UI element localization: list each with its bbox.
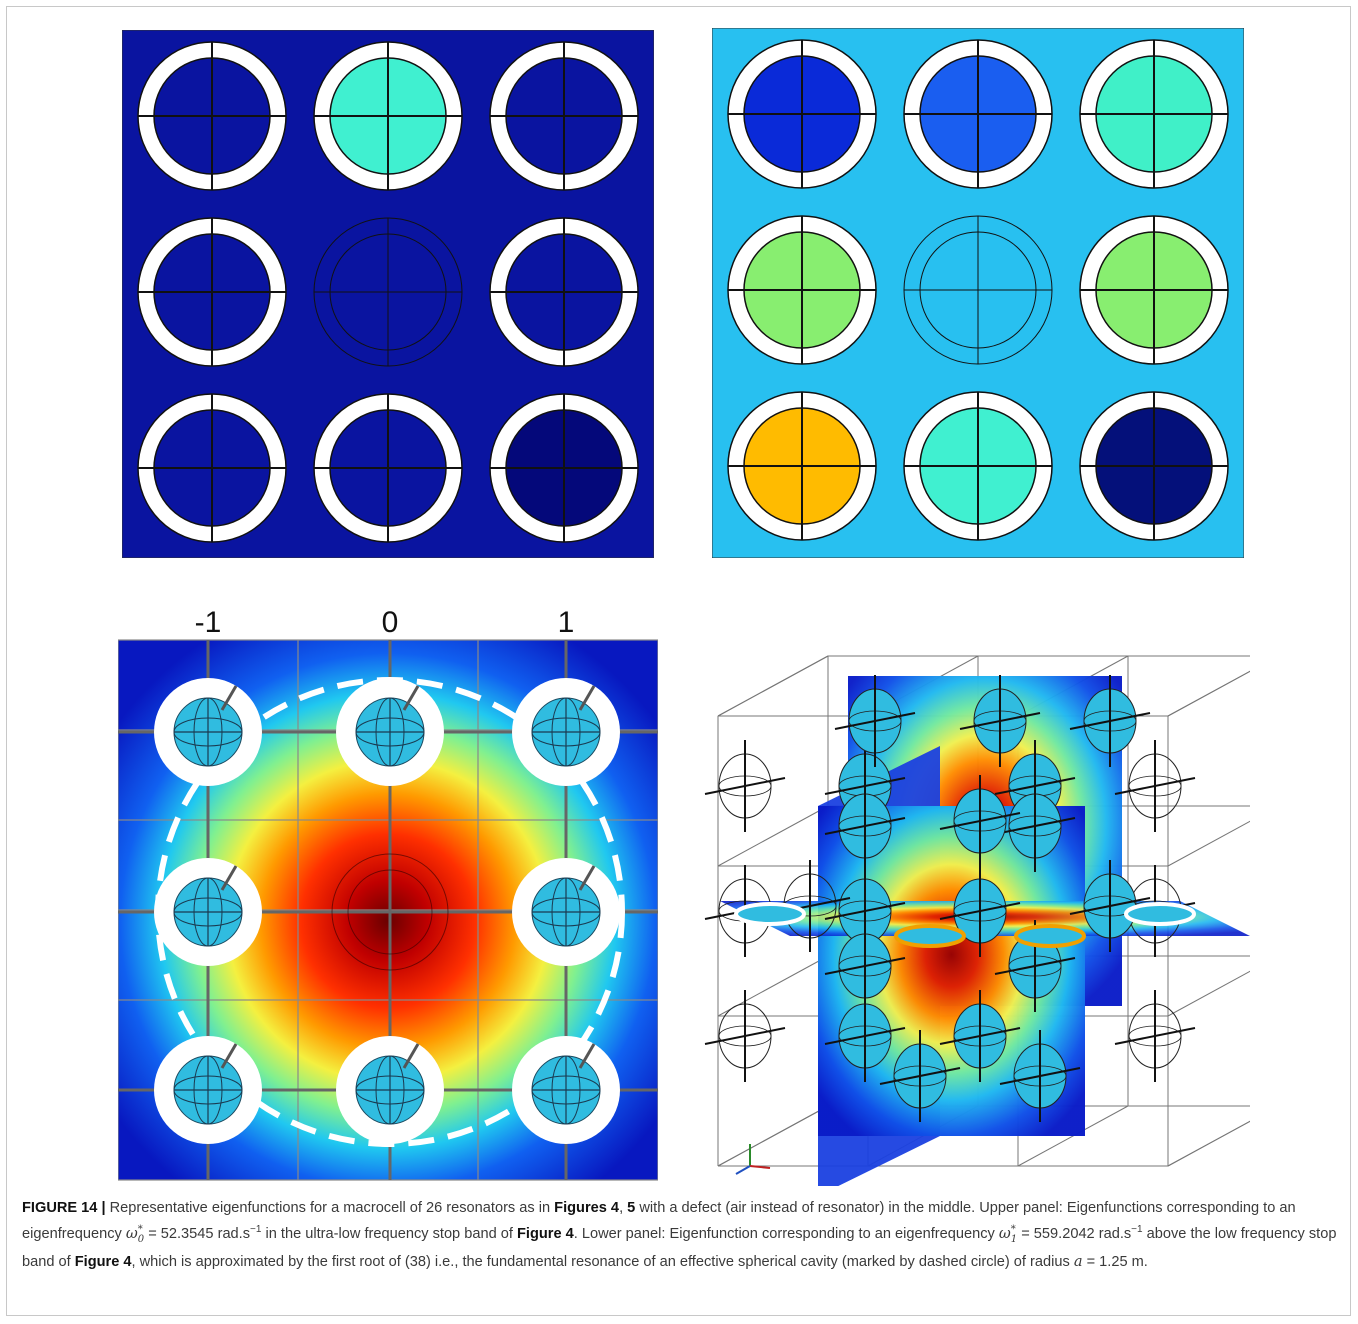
resonator [313,393,463,543]
eigenfunction-map-upper-left [122,30,654,558]
caption-text: above the low frequency stop band of [22,1225,1337,1270]
resonator-3d [1069,860,1151,952]
figure-frame [6,6,1351,1316]
superscript: −1 [250,1224,262,1235]
defect-cell [313,217,463,367]
resonator-3d [939,865,1021,957]
resonator [727,39,877,189]
resonator-3d [879,1030,961,1122]
figure-reference: 5 [627,1200,636,1216]
resonator-3d [939,990,1021,1082]
resonator [489,217,639,367]
resonator [1079,215,1229,365]
resonator [154,678,262,786]
resonator-3d [959,675,1041,767]
slice-ring [1124,902,1196,926]
resonator [154,1036,262,1144]
slice-ring [894,924,966,948]
resonator-3d [834,675,916,767]
resonator [137,41,287,191]
panel-top-right [712,28,1244,558]
defect-outline [331,853,449,971]
column-label-right: 1 [558,606,575,639]
resonator-3d [1114,990,1196,1082]
caption-text: . Lower panel: Eigenfunction correspondi… [573,1225,999,1242]
caption-text: Representative eigenfunctions for a macr… [105,1200,555,1216]
eigenfrequency-symbol: ω*0 [125,1224,145,1245]
resonator [903,39,1053,189]
resonator [489,41,639,191]
caption-text: in the ultra-low frequency stop band of [261,1225,517,1242]
resonator-3d [939,775,1021,867]
caption-text: , which is approximated by the first roo… [131,1253,1074,1270]
panel-top-left [122,30,654,558]
resonator-3d [704,740,786,832]
resonator [336,1036,444,1144]
axis-triad-icon [735,1144,771,1175]
resonator [336,678,444,786]
caption-text: = 1.25 m. [1082,1253,1148,1270]
math-symbol: a [1073,1252,1083,1270]
figure-reference: Figure 4 [74,1253,132,1270]
defect-cell [903,215,1053,365]
resonator [313,41,463,191]
resonator [489,393,639,543]
caption-text: = 559.2042 rad.s [1017,1225,1132,1242]
resonator-3d [1069,675,1151,767]
resonator-3d [704,990,786,1082]
eigenfunction-3d-view [704,655,1250,1186]
resonator-3d [999,1030,1081,1122]
resonator-3d [824,990,906,1082]
eigenfrequency-symbol: ω*1 [998,1224,1018,1245]
resonator [727,391,877,541]
panel-bottom-right [690,636,1250,1186]
caption-text: = 52.3545 rad.s [144,1225,251,1242]
eigenfunction-map-lower-left: -1 0 1 [118,606,658,1181]
superscript: −1 [1131,1224,1143,1235]
resonator-3d [824,920,906,1012]
figure-label: FIGURE 14 | [22,1200,106,1216]
caption-text: with a defect (air instead of resonator)… [22,1200,1296,1242]
resonator [512,1036,620,1144]
resonator-3d [824,780,906,872]
resonator-3d [1114,740,1196,832]
resonator [137,217,287,367]
column-label-center: 0 [382,606,399,639]
resonator [727,215,877,365]
panel-bottom-left: -1 0 1 [118,600,658,1182]
resonator [137,393,287,543]
resonator-3d [994,780,1076,872]
resonator [154,858,262,966]
caption-text: , [619,1200,628,1216]
resonator [512,678,620,786]
resonator [903,391,1053,541]
resonator [512,858,620,966]
eigenfunction-map-upper-right [712,28,1244,558]
column-label-left: -1 [195,606,222,639]
figure-reference: Figures 4 [554,1200,620,1216]
slice-ring [1014,924,1086,948]
resonator [1079,391,1229,541]
resonator [1079,39,1229,189]
figure-caption: FIGURE 14 | Representative eigenfunction… [22,1197,1340,1273]
figure-reference: Figure 4 [516,1225,574,1242]
slice-ring [734,902,806,926]
